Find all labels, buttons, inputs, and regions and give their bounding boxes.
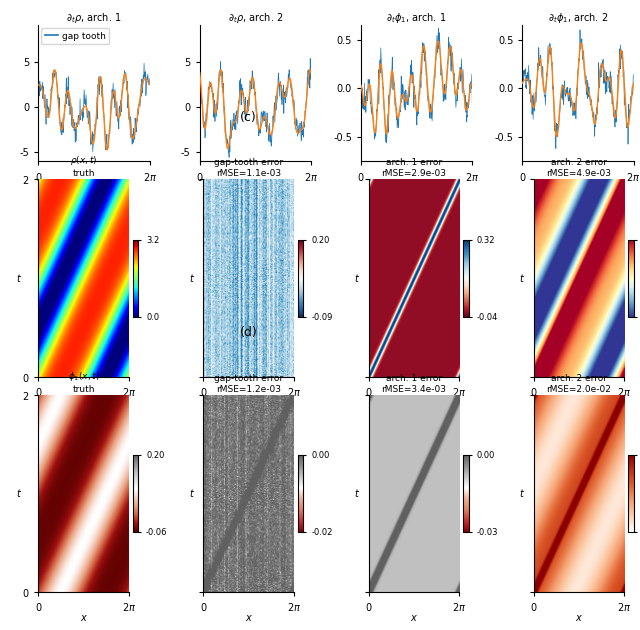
- X-axis label: $x$: $x$: [244, 398, 253, 408]
- Title: $\phi_1(x,t)$
truth: $\phi_1(x,t)$ truth: [68, 370, 100, 394]
- X-axis label: $x$: $x$: [244, 613, 253, 623]
- Text: (d): (d): [240, 326, 257, 339]
- X-axis label: $x$: $x$: [410, 613, 418, 623]
- X-axis label: $x$: $x$: [79, 613, 88, 623]
- Title: arch. 1 error
rMSE=2.9e-03: arch. 1 error rMSE=2.9e-03: [381, 158, 446, 178]
- Text: (c): (c): [241, 111, 257, 124]
- Y-axis label: $t$: $t$: [16, 272, 22, 284]
- X-axis label: $x$: $x$: [410, 398, 418, 408]
- Title: $\partial_t \phi_1$, arch. 2: $\partial_t \phi_1$, arch. 2: [548, 11, 608, 25]
- Y-axis label: $t$: $t$: [354, 488, 360, 500]
- X-axis label: $x$: $x$: [575, 613, 583, 623]
- X-axis label: $x$: $x$: [90, 183, 98, 193]
- Y-axis label: $t$: $t$: [189, 272, 195, 284]
- Y-axis label: $t$: $t$: [518, 272, 525, 284]
- Title: arch. 2 error
rMSE=2.0e-02: arch. 2 error rMSE=2.0e-02: [547, 374, 611, 394]
- Title: gap-tooth error
rMSE=1.2e-03: gap-tooth error rMSE=1.2e-03: [214, 374, 284, 394]
- X-axis label: $x$: $x$: [574, 183, 582, 193]
- Title: arch. 1 error
rMSE=3.4e-03: arch. 1 error rMSE=3.4e-03: [381, 374, 446, 394]
- Title: $\partial_t \rho$, arch. 1: $\partial_t \rho$, arch. 1: [67, 11, 122, 25]
- X-axis label: $x$: $x$: [79, 398, 88, 408]
- X-axis label: $x$: $x$: [252, 183, 259, 193]
- Y-axis label: $t$: $t$: [518, 488, 525, 500]
- Y-axis label: $t$: $t$: [354, 272, 360, 284]
- Legend: gap tooth: gap tooth: [41, 28, 109, 44]
- Title: $\rho(x,t)$
truth: $\rho(x,t)$ truth: [70, 154, 97, 178]
- Y-axis label: $t$: $t$: [189, 488, 195, 500]
- X-axis label: $x$: $x$: [575, 398, 583, 408]
- Title: arch. 2 error
rMSE=4.9e-03: arch. 2 error rMSE=4.9e-03: [547, 158, 611, 178]
- X-axis label: $x$: $x$: [413, 183, 420, 193]
- Title: gap-tooth error
rMSE=1.1e-03: gap-tooth error rMSE=1.1e-03: [214, 158, 284, 178]
- Title: $\partial_t \rho$, arch. 2: $\partial_t \rho$, arch. 2: [228, 11, 283, 25]
- Y-axis label: $t$: $t$: [16, 488, 22, 500]
- Title: $\partial_t \phi_1$, arch. 1: $\partial_t \phi_1$, arch. 1: [387, 11, 447, 25]
